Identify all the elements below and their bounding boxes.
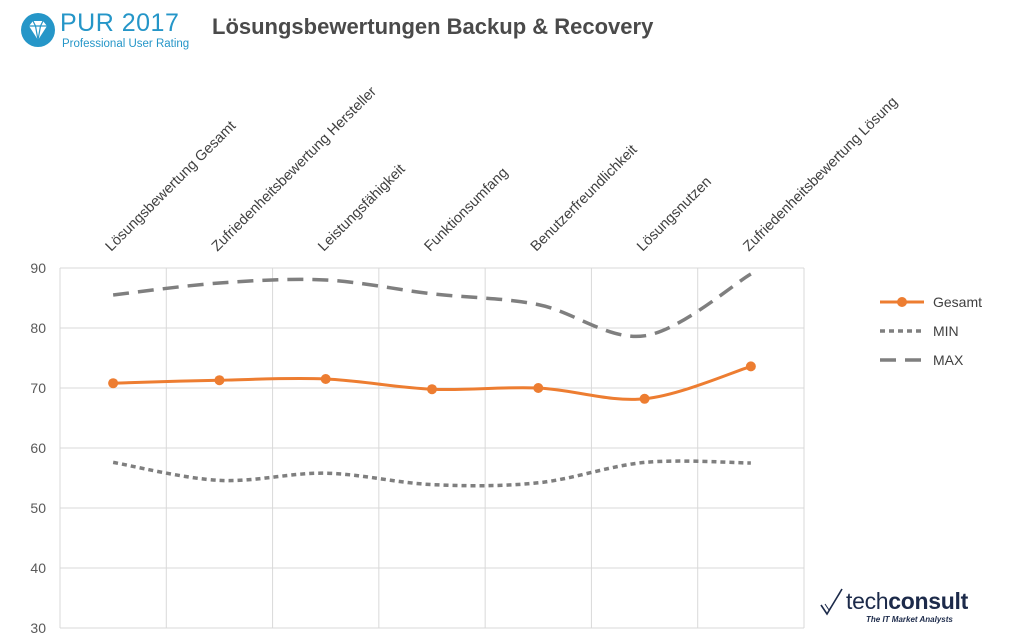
x-tick-label: Leistungsfähigkeit bbox=[315, 161, 408, 254]
series-line-min bbox=[112, 459, 751, 488]
y-tick-label: 60 bbox=[30, 440, 46, 456]
pur-logo: PUR 2017 Professional User Rating bbox=[20, 8, 210, 56]
chart-grid bbox=[59, 267, 805, 629]
data-point-gesamt bbox=[108, 378, 119, 389]
x-tick-label: Zufriedenheitsbewertung Hersteller bbox=[209, 84, 380, 255]
techconsult-logo: techconsult The IT Market Analysts bbox=[818, 584, 998, 634]
data-point-gesamt bbox=[639, 393, 650, 404]
line-chart: 30 40 50 60 70 80 90 Lösungsbewertung GesamtZu… bbox=[30, 84, 982, 636]
chart-series bbox=[108, 272, 756, 488]
brand-tagline: The IT Market Analysts bbox=[866, 615, 953, 624]
data-point-gesamt bbox=[533, 383, 544, 393]
brand-name: techconsult bbox=[846, 588, 968, 615]
y-tick-label: 30 bbox=[30, 620, 46, 636]
legend-label-min: MIN bbox=[933, 323, 959, 339]
data-point-gesamt bbox=[427, 384, 437, 395]
series-line-gesamt bbox=[113, 364, 752, 401]
data-point-gesamt bbox=[214, 375, 225, 386]
y-tick-label: 90 bbox=[30, 260, 46, 276]
legend-label-gesamt: Gesamt bbox=[933, 294, 982, 310]
y-tick-label: 70 bbox=[30, 380, 46, 396]
brand-bold: consult bbox=[888, 588, 968, 614]
y-tick-label: 50 bbox=[30, 500, 46, 516]
brand-light: tech bbox=[846, 588, 889, 614]
x-axis: Lösungsbewertung GesamtZufriedenheitsbew… bbox=[103, 84, 901, 255]
x-tick-label: Benutzerfreundlichkeit bbox=[528, 142, 641, 255]
logo-subtitle: Professional User Rating bbox=[62, 38, 190, 50]
legend-marker-gesamt bbox=[897, 297, 907, 307]
page-title: Lösungsbewertungen Backup & Recovery bbox=[212, 14, 654, 39]
logo-title: PUR 2017 bbox=[60, 9, 180, 37]
x-tick-label: Zufriedenheitsbewertung Lösung bbox=[740, 94, 901, 255]
y-axis: 30 40 50 60 70 80 90 bbox=[30, 260, 46, 636]
chart-legend: Gesamt MIN MAX bbox=[880, 294, 982, 368]
y-tick-label: 80 bbox=[30, 320, 46, 336]
header: PUR 2017 Professional User Rating Lösung… bbox=[0, 0, 1030, 60]
diamond-icon bbox=[21, 13, 55, 47]
series-line-max bbox=[112, 272, 752, 339]
checkmark-icon bbox=[820, 588, 843, 616]
data-point-gesamt bbox=[320, 374, 331, 384]
x-tick-label: Funktionsumfang bbox=[422, 165, 512, 255]
data-point-gesamt bbox=[745, 361, 756, 372]
y-tick-label: 40 bbox=[30, 560, 46, 576]
legend-label-max: MAX bbox=[933, 352, 964, 368]
x-tick-label: Lösungsnutzen bbox=[634, 174, 715, 255]
